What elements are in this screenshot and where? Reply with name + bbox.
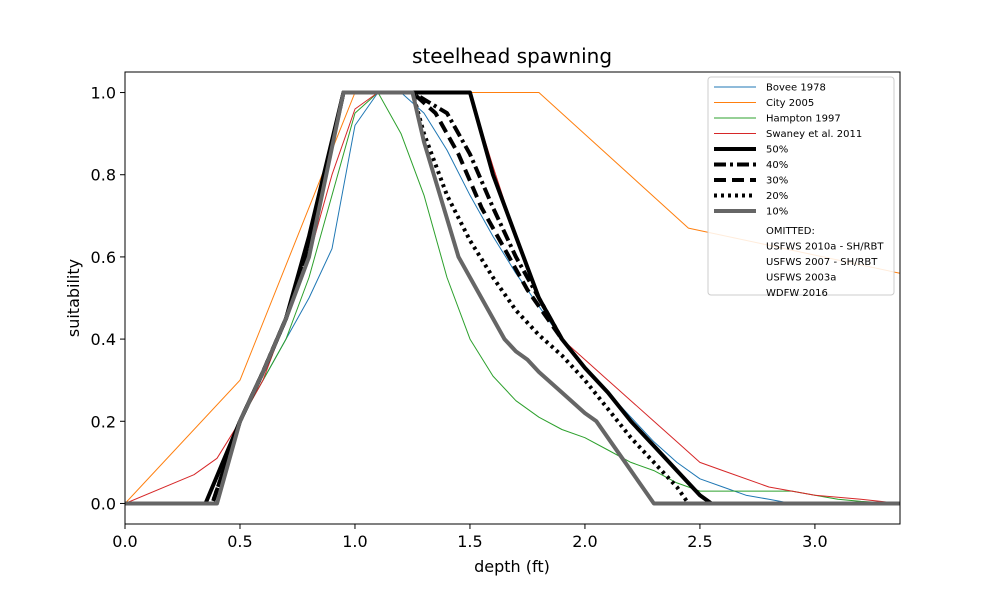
- legend-label: Hampton 1997: [766, 114, 841, 125]
- legend-note: USFWS 2010a - SH/RBT: [766, 242, 884, 253]
- legend-label: 50%: [766, 145, 788, 156]
- x-tick-label: 1.5: [457, 532, 482, 551]
- y-tick-label: 0.4: [91, 330, 116, 349]
- x-axis: 0.0 0.5 1.0 1.5 2.0 2.5 3.0: [112, 524, 828, 551]
- legend-note: USFWS 2007 - SH/RBT: [766, 257, 878, 268]
- x-tick-label: 0.0: [112, 532, 137, 551]
- legend-note: WDFW 2016: [766, 288, 828, 299]
- x-axis-label: depth (ft): [474, 557, 550, 576]
- legend-label: 40%: [766, 160, 788, 171]
- legend-label: 20%: [766, 191, 788, 202]
- x-tick-label: 3.0: [802, 532, 827, 551]
- y-tick-label: 0.2: [91, 412, 116, 431]
- legend-label: Bovee 1978: [766, 83, 826, 94]
- x-tick-label: 0.5: [227, 532, 252, 551]
- legend: Bovee 1978 City 2005 Hampton 1997 Swaney et…: [707, 76, 895, 299]
- legend-label: 10%: [766, 207, 788, 218]
- y-tick-label: 0.6: [91, 248, 116, 267]
- series-line-8: [125, 90, 900, 506]
- legend-label: City 2005: [766, 98, 814, 109]
- plot-frame: [124, 71, 901, 525]
- legend-label: Swaney et al. 2011: [766, 129, 862, 140]
- legend-box: [707, 76, 895, 296]
- y-tick-label: 1.0: [91, 84, 116, 103]
- y-axis-label: suitability: [64, 259, 83, 337]
- legend-note: USFWS 2003a: [766, 273, 836, 284]
- x-tick-label: 1.0: [342, 532, 367, 551]
- chart-title: steelhead spawning: [412, 44, 612, 68]
- series-line-6: [125, 90, 564, 506]
- x-tick-label: 2.5: [687, 532, 712, 551]
- legend-label: 30%: [766, 176, 788, 187]
- y-axis: 0.0 0.2 0.4 0.6 0.8 1.0: [91, 84, 125, 513]
- x-tick-label: 2.0: [572, 532, 597, 551]
- y-tick-label: 0.8: [91, 166, 116, 185]
- legend-note: OMITTED:: [766, 226, 815, 237]
- plot-area: [125, 90, 900, 506]
- series-line-2: [125, 92, 900, 504]
- series-line-7: [125, 90, 691, 506]
- y-tick-label: 0.0: [91, 494, 116, 513]
